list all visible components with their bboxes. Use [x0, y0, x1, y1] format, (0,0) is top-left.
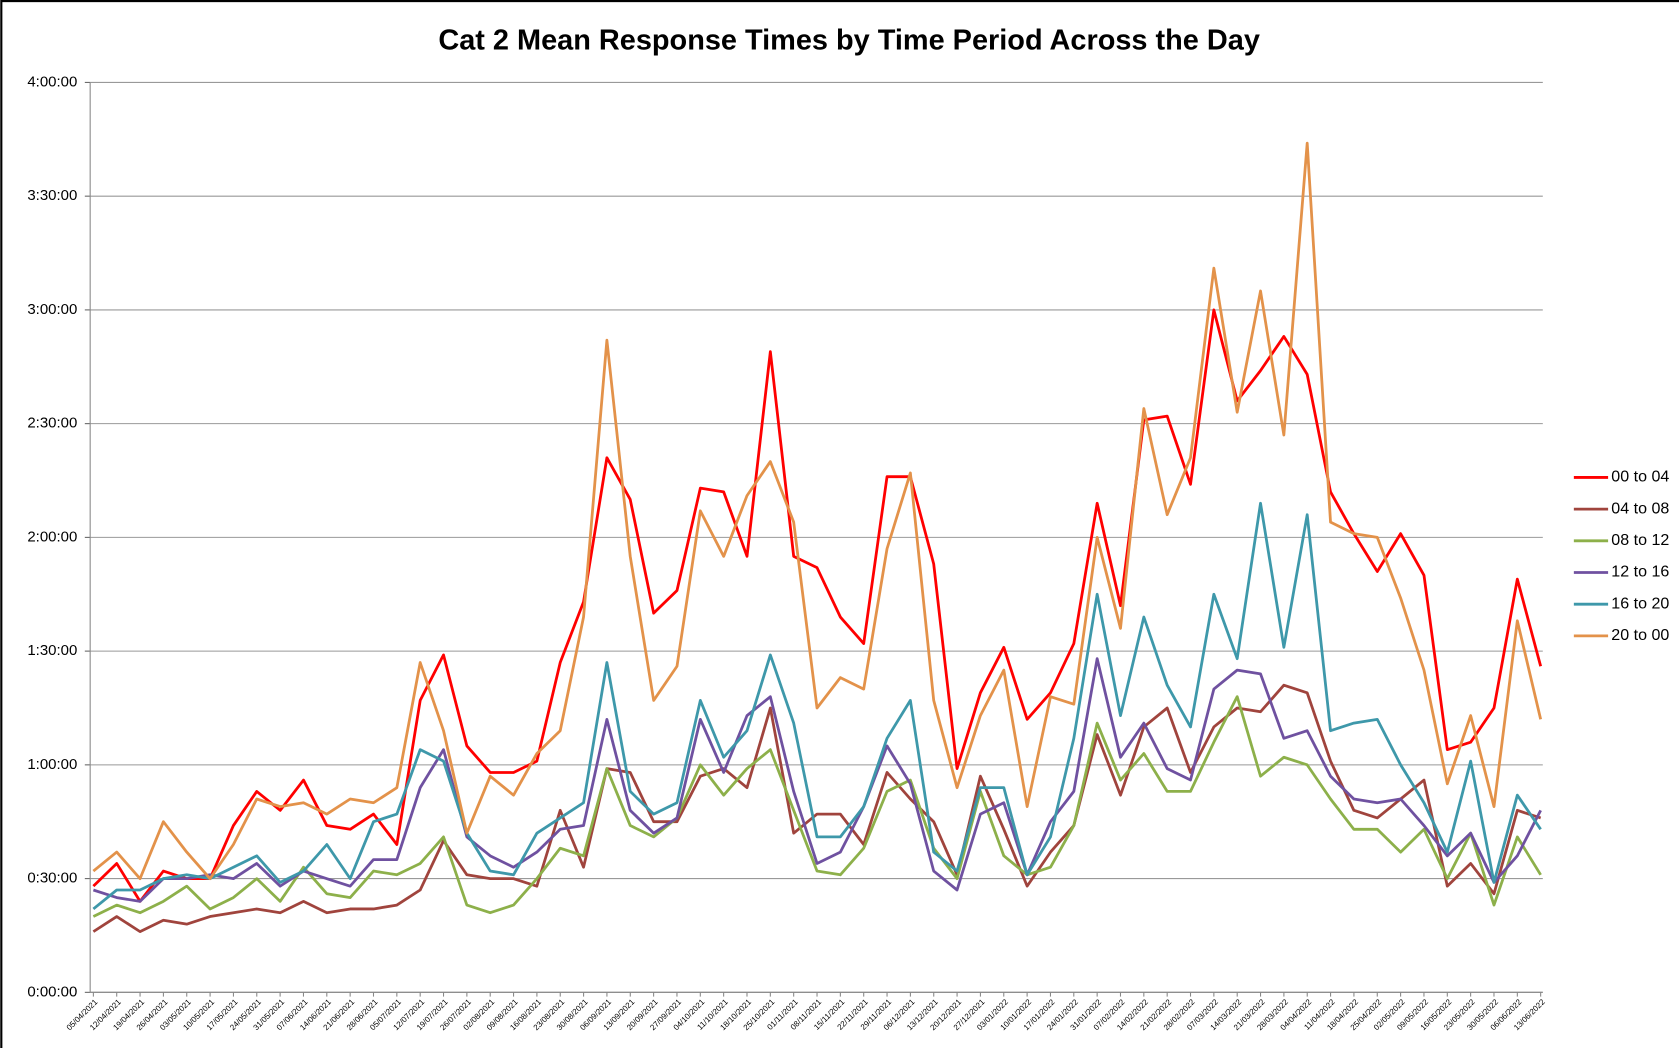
legend-label: 16 to 20 — [1611, 594, 1669, 612]
line-series — [92, 141, 1543, 881]
legend-label: 08 to 12 — [1611, 531, 1669, 549]
line-series — [92, 308, 1543, 903]
line-series — [92, 657, 1542, 903]
legend-label: 00 to 04 — [1611, 468, 1669, 486]
line-series — [92, 501, 1542, 911]
chart-title: Cat 2 Mean Response Times by Time Period… — [438, 24, 1260, 56]
y-tick-label: 2:00:00 — [27, 528, 77, 545]
y-tick-label: 3:30:00 — [27, 187, 77, 204]
legend-label: 04 to 08 — [1611, 499, 1669, 517]
line-series — [92, 683, 1542, 934]
y-tick-label: 4:00:00 — [27, 73, 77, 90]
y-tick-label: 1:00:00 — [27, 756, 77, 773]
y-tick-label: 2:30:00 — [27, 415, 77, 432]
y-tick-label: 3:00:00 — [27, 301, 77, 318]
y-tick-label: 1:30:00 — [27, 642, 77, 659]
y-tick-label: 0:00:00 — [27, 983, 77, 1000]
legend-label: 12 to 16 — [1611, 563, 1669, 581]
legend-label: 20 to 00 — [1611, 626, 1669, 644]
line-series — [92, 695, 1542, 918]
y-tick-label: 0:30:00 — [27, 870, 77, 887]
